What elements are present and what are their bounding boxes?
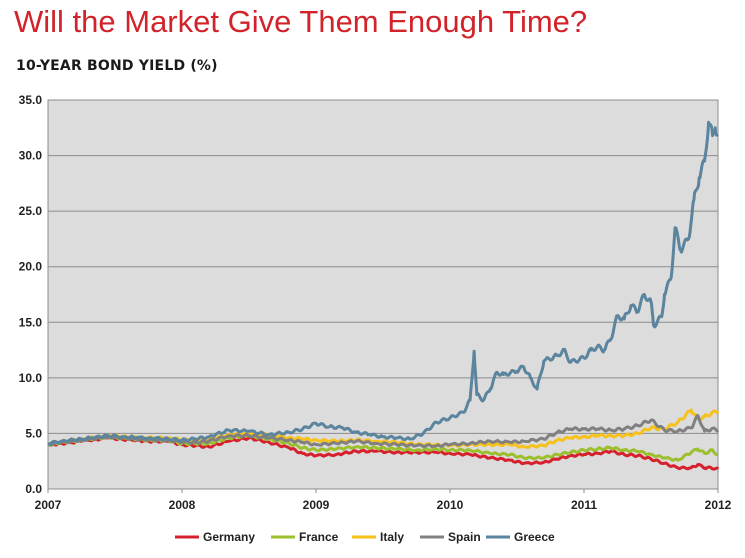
y-axis-ticks: 0.0 5.0 10.0 15.0 20.0 25.0 30.0 35.0 — [19, 93, 43, 496]
y-tick-label: 30.0 — [19, 149, 43, 163]
legend-label-germany: Germany — [203, 530, 255, 544]
x-tick-label: 2012 — [705, 498, 732, 512]
series-lines — [47, 120, 720, 471]
y-tick-label: 20.0 — [19, 260, 43, 274]
chart-subtitle: 10-YEAR BOND YIELD (%) — [16, 58, 218, 74]
y-tick-label: 5.0 — [25, 426, 42, 440]
plot-area — [47, 99, 719, 490]
x-tick-label: 2007 — [35, 498, 62, 512]
x-tick-label: 2011 — [571, 498, 597, 512]
x-tick-label: 2008 — [169, 498, 196, 512]
gridlines — [48, 155, 718, 434]
legend-label-greece: Greece — [514, 530, 555, 544]
legend-label-spain: Spain — [448, 530, 481, 544]
y-tick-label: 15.0 — [19, 315, 43, 329]
y-tick-label: 35.0 — [19, 93, 43, 107]
series-line-spain — [47, 414, 720, 449]
legend-label-france: France — [299, 530, 339, 544]
y-tick-label: 25.0 — [19, 204, 43, 218]
page-title: Will the Market Give Them Enough Time? — [14, 4, 588, 39]
x-tick-label: 2009 — [303, 498, 330, 512]
legend: Germany France Italy Spain Greece — [175, 530, 555, 544]
y-tick-label: 10.0 — [19, 371, 43, 385]
x-tick-label: 2010 — [437, 498, 464, 512]
x-axis-ticks: 2007 2008 2009 2010 2011 2012 — [35, 489, 732, 512]
legend-label-italy: Italy — [380, 530, 404, 544]
y-tick-label: 0.0 — [25, 482, 42, 496]
series-line-greece — [47, 120, 720, 446]
